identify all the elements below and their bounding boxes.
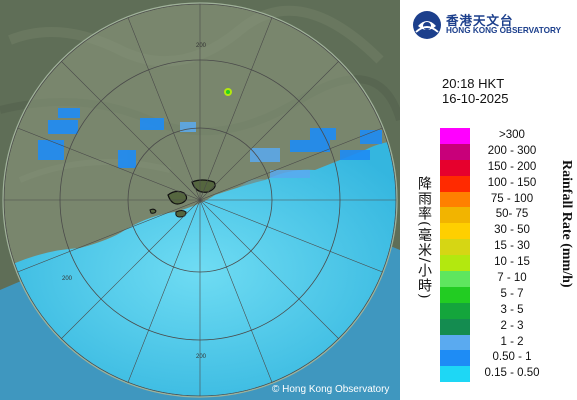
- legend-label: 200 - 300: [487, 144, 537, 157]
- legend-swatch: [440, 128, 470, 144]
- island-lantau: [167, 190, 188, 205]
- legend-swatch: [440, 207, 470, 224]
- legend-swatch: [440, 175, 470, 192]
- legend-swatch: [440, 239, 470, 256]
- radar-coverage: [3, 3, 397, 397]
- legend-swatch: [440, 286, 470, 303]
- legend-label: 15 - 30: [494, 240, 530, 253]
- legend-label: 3 - 5: [500, 303, 524, 316]
- radar-map-svg: 200 200 200: [0, 2, 400, 400]
- legend-panel: 香港天文台 HONG KONG OBSERVATORY 20:18 HKT 16…: [400, 0, 577, 400]
- legend-swatch: [440, 334, 470, 351]
- ring-label-south: 200: [196, 354, 207, 360]
- logo-english: HONG KONG OBSERVATORY: [446, 26, 562, 35]
- hko-logo-icon: [413, 11, 441, 39]
- legend-swatch: [440, 159, 470, 176]
- legend-label: 30 - 50: [494, 224, 530, 237]
- legend-swatch: [440, 271, 470, 287]
- azimuth-lines: [3, 3, 397, 397]
- rain-echoes-light: [180, 122, 310, 178]
- legend-label: 0.50 - 1: [492, 351, 532, 364]
- ring-label-southwest: 200: [62, 276, 73, 282]
- legend-label: 5 - 7: [500, 287, 524, 300]
- legend-label: 10 - 15: [494, 256, 530, 269]
- island-hk: [191, 179, 216, 193]
- legend-swatch: [440, 302, 470, 319]
- legend-label: 1 - 2: [500, 335, 524, 348]
- radar-map: 200 200 200 © Hong Kong Observatory: [0, 0, 400, 400]
- legend-title-english: Rainfall Rate (mm/h): [559, 160, 574, 288]
- copyright-text: © Hong Kong Observatory: [272, 384, 390, 395]
- rain-cell-core: [226, 90, 230, 94]
- legend-label: 50- 75: [495, 208, 529, 221]
- legend-swatch: [440, 255, 470, 272]
- legend-label: 100 - 150: [487, 176, 537, 189]
- legend-label: 2 - 3: [500, 319, 524, 332]
- logo-chinese: 香港天文台: [446, 13, 514, 28]
- legend-swatch: [440, 143, 470, 160]
- legend-label: 150 - 200: [487, 160, 537, 173]
- ring-label-north: 200: [196, 43, 207, 49]
- legend-label: >300: [499, 129, 525, 141]
- timestamp-time: 20:18 HKT: [442, 76, 505, 91]
- legend-swatch: [440, 318, 470, 335]
- island-tiny: [149, 208, 157, 214]
- radar-boundary: [2, 2, 398, 398]
- legend-label: 75 - 100: [490, 192, 534, 205]
- legend-label: 7 - 10: [497, 272, 527, 285]
- legend-swatch: [440, 366, 470, 383]
- legend-swatch: [440, 191, 470, 208]
- island-small: [175, 210, 187, 218]
- legend-swatch: [440, 223, 470, 240]
- legend-title-chinese: 降雨率(毫米/小時): [416, 176, 432, 300]
- rain-echoes: [38, 108, 382, 168]
- timestamp-date: 16-10-2025: [442, 91, 509, 106]
- legend-label: 0.15 - 0.50: [484, 367, 540, 380]
- legend-swatch: [440, 350, 470, 367]
- hko-logo[interactable]: 香港天文台 HONG KONG OBSERVATORY: [412, 8, 572, 40]
